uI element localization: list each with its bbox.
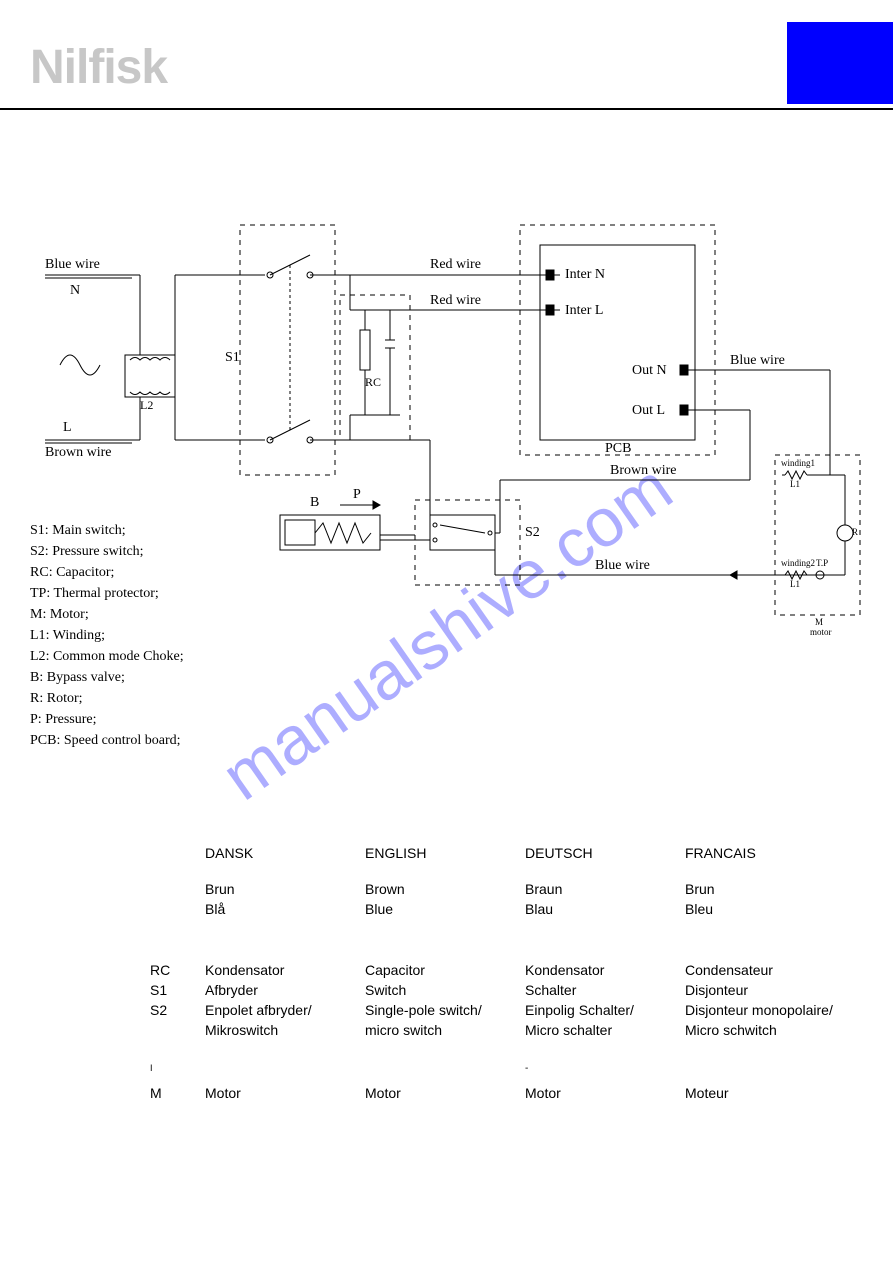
- label-blue-wire-bottom: Blue wire: [595, 558, 650, 574]
- label-r: R: [852, 527, 858, 537]
- label-brown-wire-mid: Brown wire: [610, 463, 677, 479]
- cell: Blå: [205, 901, 365, 917]
- label-out-l: Out L: [632, 403, 665, 419]
- cell: Kondensator: [205, 962, 365, 978]
- cell: micro switch: [365, 1022, 525, 1038]
- cell: Capacitor: [365, 962, 525, 978]
- label-l: L: [63, 420, 72, 436]
- page-header: Nilfisk: [0, 0, 893, 110]
- cell: Micro schalter: [525, 1022, 685, 1038]
- header-deutsch: DEUTSCH: [525, 845, 685, 861]
- table-row: Brun Brown Braun Brun: [150, 881, 850, 897]
- legend-row: L1: Winding;: [30, 625, 184, 646]
- cell: Switch: [365, 982, 525, 998]
- label-s1: S1: [225, 350, 240, 366]
- cell-code: RC: [150, 962, 205, 978]
- legend-row: R: Rotor;: [30, 688, 184, 709]
- table-row: I -: [150, 1063, 850, 1081]
- label-m: M: [815, 617, 823, 627]
- cell: Schalter: [525, 982, 685, 998]
- label-red-wire-1: Red wire: [430, 257, 481, 273]
- cell: Motor: [525, 1085, 685, 1101]
- legend-row: B: Bypass valve;: [30, 667, 184, 688]
- cell: Afbryder: [205, 982, 365, 998]
- cell: Motor: [205, 1085, 365, 1101]
- legend-row: L2: Common mode Choke;: [30, 646, 184, 667]
- cell: Brun: [205, 881, 365, 897]
- label-inter-l: Inter L: [565, 303, 603, 319]
- label-tp: T.P: [816, 558, 828, 568]
- header-blue-block: [787, 22, 893, 104]
- cell: Mikroswitch: [205, 1022, 365, 1038]
- label-motor: motor: [810, 627, 832, 637]
- cell: Brown: [365, 881, 525, 897]
- cell-code: S1: [150, 982, 205, 998]
- table-row: S1 Afbryder Switch Schalter Disjonteur: [150, 982, 850, 998]
- label-inter-n: Inter N: [565, 267, 605, 283]
- table-row: S2 Enpolet afbryder/ Single-pole switch/…: [150, 1002, 850, 1018]
- legend-row: P: Pressure;: [30, 709, 184, 730]
- label-rc: RC: [365, 375, 381, 390]
- label-blue-wire-right: Blue wire: [730, 353, 785, 369]
- header-dansk: DANSK: [205, 845, 365, 861]
- label-l2: L2: [140, 398, 153, 413]
- cell: Condensateur: [685, 962, 845, 978]
- cell: Braun: [525, 881, 685, 897]
- label-winding2: winding2: [781, 558, 815, 568]
- table-row: Mikroswitch micro switch Micro schalter …: [150, 1022, 850, 1038]
- brand-logo: Nilfisk: [30, 40, 167, 95]
- label-out-n: Out N: [632, 363, 667, 379]
- label-red-wire-2: Red wire: [430, 293, 481, 309]
- cell: Moteur: [685, 1085, 845, 1101]
- table-row: RC Kondensator Capacitor Kondensator Con…: [150, 962, 850, 978]
- cell: Micro schwitch: [685, 1022, 845, 1038]
- label-pcb: PCB: [605, 441, 631, 457]
- label-brown-wire: Brown wire: [45, 445, 112, 461]
- cell: Enpolet afbryder/: [205, 1002, 365, 1018]
- page: Nilfisk manualshive.com: [0, 0, 893, 1263]
- cell-code: S2: [150, 1002, 205, 1018]
- cell: Disjonteur monopolaire/: [685, 1002, 845, 1018]
- table-header-row: DANSK ENGLISH DEUTSCH FRANCAIS: [150, 845, 850, 861]
- cell-code: [150, 1022, 205, 1038]
- components-section: RC Kondensator Capacitor Kondensator Con…: [150, 962, 850, 1038]
- cell-code: I: [150, 1063, 205, 1081]
- label-p: P: [353, 487, 361, 503]
- label-s2: S2: [525, 525, 540, 541]
- cell: Blau: [525, 901, 685, 917]
- motor-section: I - M Motor Motor Motor Moteur: [150, 1063, 850, 1101]
- legend-row: S2: Pressure switch;: [30, 541, 184, 562]
- cell: Bleu: [685, 901, 845, 917]
- cell: Blue: [365, 901, 525, 917]
- cell: Disjonteur: [685, 982, 845, 998]
- cell: Kondensator: [525, 962, 685, 978]
- label-blue-wire-top: Blue wire: [45, 257, 100, 273]
- cell: Einpolig Schalter/: [525, 1002, 685, 1018]
- cell: Brun: [685, 881, 845, 897]
- component-legend: S1: Main switch; S2: Pressure switch; RC…: [30, 520, 184, 751]
- legend-row: PCB: Speed control board;: [30, 730, 184, 751]
- header-francais: FRANCAIS: [685, 845, 845, 861]
- colors-section: Brun Brown Braun Brun Blå Blue Blau Bleu: [150, 881, 850, 917]
- label-b: B: [310, 495, 319, 511]
- cell: Single-pole switch/: [365, 1002, 525, 1018]
- legend-row: RC: Capacitor;: [30, 562, 184, 583]
- header-english: ENGLISH: [365, 845, 525, 861]
- label-l1-top: L1: [790, 479, 800, 489]
- cell-code: M: [150, 1085, 205, 1101]
- legend-row: S1: Main switch;: [30, 520, 184, 541]
- legend-row: TP: Thermal protector;: [30, 583, 184, 604]
- legend-row: M: Motor;: [30, 604, 184, 625]
- cell: Motor: [365, 1085, 525, 1101]
- label-l1-bot: L1: [790, 579, 800, 589]
- table-row: M Motor Motor Motor Moteur: [150, 1085, 850, 1101]
- translation-table: DANSK ENGLISH DEUTSCH FRANCAIS Brun Brow…: [150, 845, 850, 1105]
- label-winding1: winding1: [781, 458, 815, 468]
- table-row: Blå Blue Blau Bleu: [150, 901, 850, 917]
- label-n: N: [70, 283, 80, 299]
- cell: -: [525, 1063, 685, 1081]
